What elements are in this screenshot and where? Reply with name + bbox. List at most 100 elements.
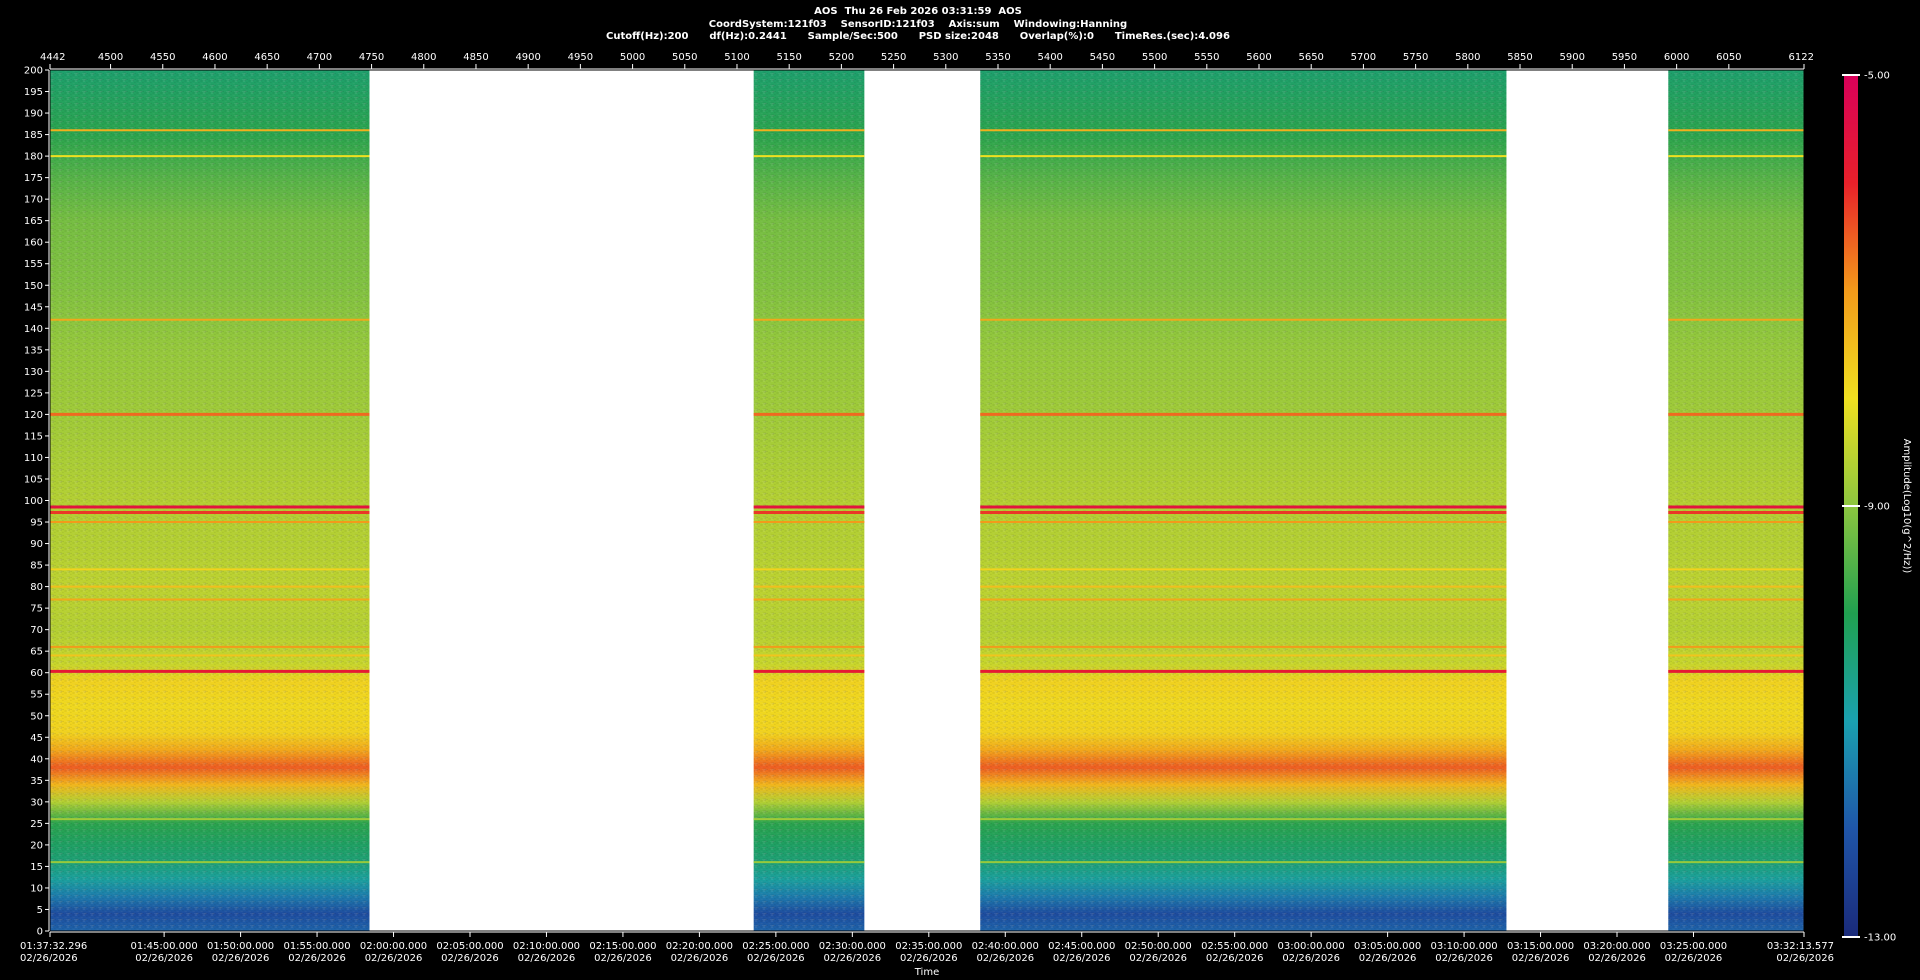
y-axis: 0 5 10 15 20 25 30 35 40 45 50 55 60 65 70 75 80 85 90 95 10… — [24, 66, 50, 938]
time-tick-label: 02:40:00.000 — [972, 941, 1039, 952]
y-tick-label: 25 — [30, 819, 43, 830]
top-tick-label: 5200 — [829, 52, 854, 63]
y-tick-label: 145 — [24, 302, 43, 313]
colorbar-tick-label: -13.00 — [1864, 933, 1896, 944]
date-tick-label: 02/26/2026 — [288, 953, 346, 964]
date-tick-label: 02/26/2026 — [518, 953, 576, 964]
time-tick-label: 03:15:00.000 — [1507, 941, 1574, 952]
y-tick-label: 110 — [24, 453, 43, 464]
date-tick-label: 02/26/2026 — [594, 953, 652, 964]
top-tick-label: 4750 — [359, 52, 384, 63]
y-tick-label: 90 — [30, 539, 43, 550]
date-tick-label: 02/26/2026 — [1206, 953, 1264, 964]
date-tick-label: 02/26/2026 — [1512, 953, 1570, 964]
date-tick-label: 02/26/2026 — [976, 953, 1034, 964]
top-tick-label: 5400 — [1037, 52, 1062, 63]
top-tick-label: 5900 — [1559, 52, 1584, 63]
top-tick-label: 5950 — [1612, 52, 1637, 63]
top-tick-label: 5450 — [1090, 52, 1115, 63]
date-tick-label: 02/26/2026 — [1665, 953, 1723, 964]
y-tick-label: 135 — [24, 345, 43, 356]
colorbar: Amplitude(Log10(g^2/Hz)) -5.00 -9.00 -13.0… — [1842, 71, 1912, 944]
date-tick-label: 02/26/2026 — [824, 953, 882, 964]
top-tick-label: 6122 — [1789, 52, 1814, 63]
date-tick-label: 02/26/2026 — [671, 953, 729, 964]
top-tick-label: 5750 — [1403, 52, 1428, 63]
top-tick-label: 5250 — [881, 52, 906, 63]
y-tick-label: 130 — [24, 367, 43, 378]
y-tick-label: 100 — [24, 496, 43, 507]
date-tick-label: 02/26/2026 — [1435, 953, 1493, 964]
time-tick-label: 01:55:00.000 — [283, 941, 350, 952]
y-tick-label: 120 — [24, 410, 43, 421]
y-tick-label: 140 — [24, 324, 43, 335]
top-tick-label: 6050 — [1716, 52, 1741, 63]
date-tick-label: 02/26/2026 — [1053, 953, 1111, 964]
top-tick-label: 5550 — [1194, 52, 1219, 63]
time-tick-label: 03:00:00.000 — [1278, 941, 1345, 952]
top-tick-label: 5850 — [1507, 52, 1532, 63]
time-tick-label: 02:25:00.000 — [742, 941, 809, 952]
date-tick-label: 02/26/2026 — [1129, 953, 1187, 964]
date-tick-label: 02/26/2026 — [20, 953, 78, 964]
time-tick-label: 02:05:00.000 — [436, 941, 503, 952]
y-tick-label: 180 — [24, 152, 43, 163]
time-tick-label: 03:20:00.000 — [1583, 941, 1650, 952]
y-tick-label: 150 — [24, 281, 43, 292]
chart-subtitle-sensor: CoordSystem:121f03 SensorID:121f03 Axis:… — [708, 19, 1128, 30]
time-tick-label: 01:45:00.000 — [131, 941, 198, 952]
plot-frame — [49, 69, 1805, 932]
y-tick-label: 15 — [30, 862, 43, 873]
data-segment — [753, 70, 865, 931]
date-tick-label: 02/26/2026 — [747, 953, 805, 964]
y-tick-label: 0 — [37, 927, 43, 938]
date-tick-label: 02/26/2026 — [1282, 953, 1340, 964]
y-tick-label: 190 — [24, 109, 43, 120]
y-tick-label: 85 — [30, 561, 43, 572]
time-tick-label: 02:20:00.000 — [666, 941, 733, 952]
y-tick-label: 70 — [30, 625, 43, 636]
segment-texture — [50, 70, 370, 931]
y-tick-label: 10 — [30, 883, 43, 894]
time-tick-label: 01:37:32.296 — [20, 941, 87, 952]
time-tick-label: 03:05:00.000 — [1354, 941, 1421, 952]
time-tick-label: 02:10:00.000 — [513, 941, 580, 952]
y-tick-label: 125 — [24, 388, 43, 399]
time-tick-label: 03:32:13.577 — [1767, 941, 1834, 952]
date-tick-label: 02/26/2026 — [365, 953, 423, 964]
date-tick-label: 02/26/2026 — [135, 953, 193, 964]
top-tick-label: 5100 — [724, 52, 749, 63]
top-tick-label: 5350 — [985, 52, 1010, 63]
top-tick-label: 5150 — [776, 52, 801, 63]
y-tick-label: 155 — [24, 259, 43, 270]
time-tick-label: 01:50:00.000 — [207, 941, 274, 952]
segment-texture — [753, 70, 865, 931]
y-tick-label: 75 — [30, 604, 43, 615]
y-tick-label: 185 — [24, 130, 43, 141]
time-tick-label: 03:10:00.000 — [1430, 941, 1497, 952]
top-tick-label: 5300 — [933, 52, 958, 63]
y-tick-label: 45 — [30, 733, 43, 744]
date-tick-label: 02/26/2026 — [1588, 953, 1646, 964]
date-tick-label: 02/26/2026 — [900, 953, 958, 964]
top-tick-label: 5000 — [620, 52, 645, 63]
segment-texture — [980, 70, 1507, 931]
y-tick-label: 175 — [24, 173, 43, 184]
time-tick-label: 03:25:00.000 — [1660, 941, 1727, 952]
top-tick-label: 4700 — [307, 52, 332, 63]
y-tick-label: 5 — [37, 905, 43, 916]
top-tick-label: 4442 — [40, 52, 65, 63]
y-tick-label: 55 — [30, 690, 43, 701]
plot-area[interactable] — [49, 69, 1805, 932]
date-tick-label: 02/26/2026 — [212, 953, 270, 964]
top-tick-label: 4800 — [411, 52, 436, 63]
data-segments — [50, 70, 1804, 931]
top-tick-label: 6000 — [1664, 52, 1689, 63]
y-tick-label: 20 — [30, 840, 43, 851]
y-tick-label: 30 — [30, 797, 43, 808]
colorbar-tick-label: -9.00 — [1864, 502, 1890, 513]
y-tick-label: 115 — [24, 431, 43, 442]
y-tick-label: 165 — [24, 216, 43, 227]
segment-texture — [1668, 70, 1804, 931]
